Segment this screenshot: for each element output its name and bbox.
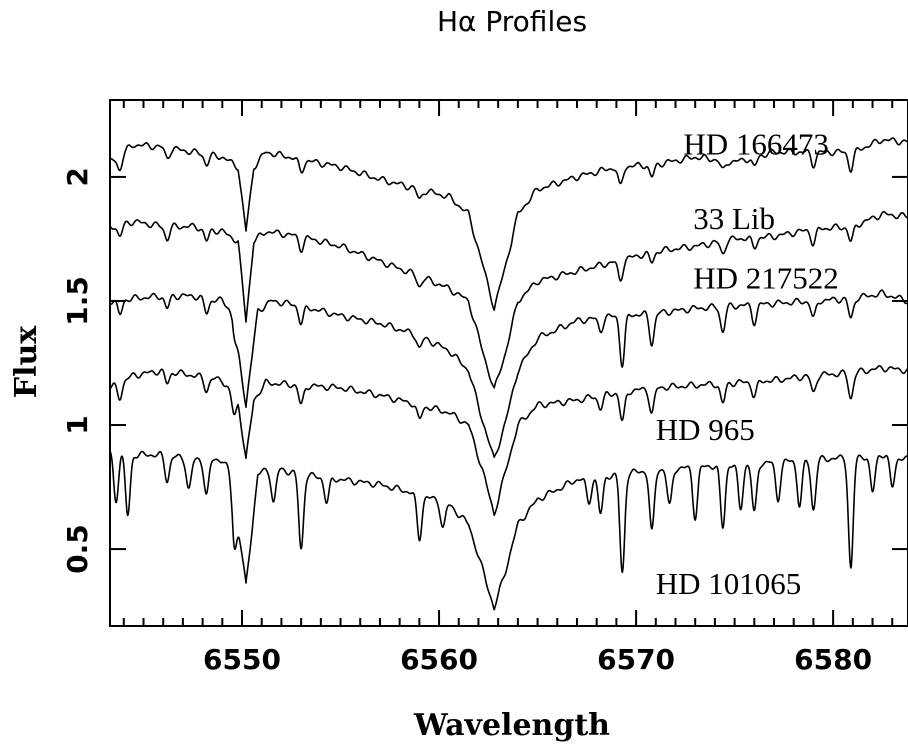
series-label: HD 101065 xyxy=(656,566,802,601)
series-label: HD 217522 xyxy=(693,261,839,296)
y-tick-label: 2 xyxy=(61,167,94,186)
y-tick-label: 0.5 xyxy=(61,524,94,574)
series-line xyxy=(109,289,908,458)
x-tick-label: 6560 xyxy=(400,643,478,676)
series-label: 33 Lib xyxy=(693,201,775,236)
series-line xyxy=(109,211,908,389)
plot-frame xyxy=(109,99,908,627)
chart-title: Hα Profiles xyxy=(437,5,587,38)
series-line xyxy=(109,137,908,311)
y-tick-label: 1 xyxy=(61,415,94,434)
y-axis-label: Flux xyxy=(9,325,44,399)
x-axis-label: Wavelength xyxy=(413,708,610,743)
x-tick-label: 6580 xyxy=(794,643,872,676)
y-tick-label: 1.5 xyxy=(61,276,94,326)
x-tick-label: 6570 xyxy=(597,643,675,676)
series-line xyxy=(109,450,908,611)
series-label: HD 965 xyxy=(656,412,755,447)
series-labels: HD 166473 33 Lib HD 217522 HD 965 HD 101065 xyxy=(656,127,839,601)
series-group xyxy=(109,137,908,611)
series-label: HD 166473 xyxy=(683,127,829,162)
axis-ticks: 6550 6560 6570 6580 0.5 1 1.5 2 xyxy=(61,100,908,676)
x-tick-label: 6550 xyxy=(203,643,281,676)
series-line xyxy=(109,365,908,517)
